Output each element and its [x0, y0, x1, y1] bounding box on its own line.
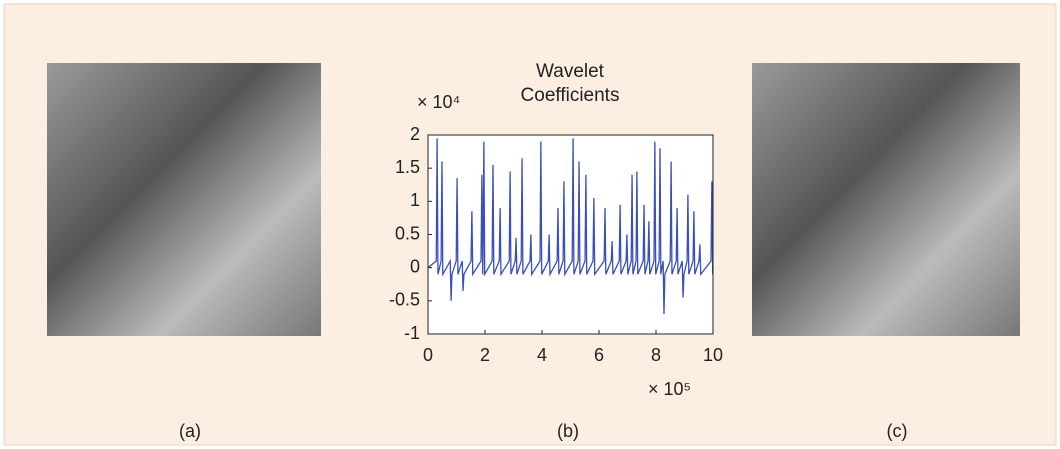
- photo-original: [47, 63, 321, 336]
- axes-box: [427, 134, 714, 335]
- y-multiplier: × 10⁴: [417, 92, 460, 112]
- x-tick-label: 10: [703, 345, 723, 365]
- x-tick-label: 0: [423, 345, 433, 365]
- panel-label: (a): [179, 421, 201, 441]
- y-tick-label: -1: [404, 323, 420, 343]
- photo-reconstructed: [752, 63, 1020, 336]
- panel-label: (c): [887, 421, 908, 441]
- y-tick-label: 0: [410, 256, 420, 276]
- y-tick-label: 1.5: [395, 157, 420, 177]
- plot-area: [428, 135, 713, 334]
- y-tick-label: -0.5: [389, 290, 420, 310]
- x-multiplier: × 10⁵: [648, 379, 691, 399]
- x-tick-label: 8: [651, 345, 661, 365]
- y-tick-label: 2: [410, 124, 420, 144]
- x-tick-label: 4: [537, 345, 547, 365]
- x-tick-label: 6: [594, 345, 604, 365]
- x-tick-label: 2: [480, 345, 490, 365]
- y-tick-label: 0.5: [395, 223, 420, 243]
- y-tick-label: 1: [410, 190, 420, 210]
- chart-title: Wavelet Coefficients: [520, 61, 620, 106]
- panel-label: (b): [557, 421, 579, 441]
- data-line: [427, 138, 714, 315]
